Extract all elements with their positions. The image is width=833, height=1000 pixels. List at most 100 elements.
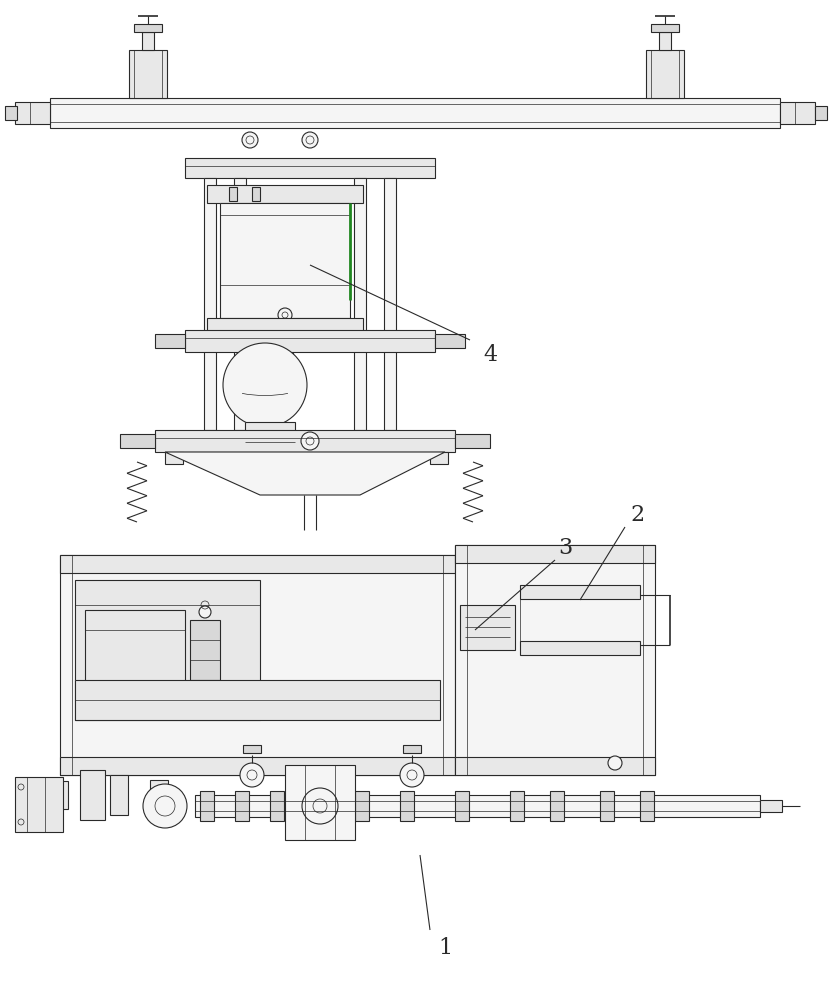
Bar: [355, 791, 369, 821]
Bar: [455, 434, 490, 448]
Text: 2: 2: [631, 504, 645, 526]
Bar: [155, 430, 455, 452]
Bar: [165, 452, 183, 464]
Bar: [252, 187, 260, 201]
Bar: [155, 430, 455, 452]
Bar: [600, 791, 614, 821]
Bar: [403, 745, 421, 753]
Bar: [60, 757, 455, 775]
Bar: [277, 336, 293, 356]
Bar: [207, 185, 363, 203]
Bar: [75, 680, 440, 720]
Bar: [142, 32, 154, 50]
Bar: [195, 795, 760, 817]
Bar: [550, 791, 564, 821]
Bar: [50, 781, 68, 809]
Bar: [243, 745, 261, 753]
Bar: [245, 422, 295, 457]
Bar: [455, 791, 469, 821]
Bar: [50, 98, 780, 128]
Bar: [134, 24, 162, 32]
Circle shape: [608, 756, 622, 770]
Bar: [315, 791, 329, 821]
Bar: [235, 791, 249, 821]
Bar: [207, 318, 363, 336]
Bar: [110, 775, 128, 815]
Bar: [640, 791, 654, 821]
Bar: [60, 757, 455, 775]
Bar: [435, 334, 465, 348]
Circle shape: [302, 788, 338, 824]
Bar: [285, 765, 355, 840]
Bar: [355, 791, 369, 821]
Bar: [460, 605, 515, 650]
Bar: [220, 203, 350, 318]
Bar: [15, 102, 50, 124]
Bar: [354, 178, 366, 430]
Text: 3: 3: [558, 537, 572, 559]
Bar: [243, 745, 261, 753]
Bar: [85, 610, 185, 690]
Circle shape: [278, 308, 292, 322]
Bar: [646, 50, 684, 98]
Circle shape: [240, 763, 264, 787]
Bar: [60, 555, 455, 573]
Bar: [646, 50, 684, 98]
Bar: [510, 791, 524, 821]
Bar: [80, 770, 105, 820]
Bar: [455, 757, 655, 775]
Bar: [520, 585, 640, 599]
Bar: [190, 620, 220, 680]
Bar: [659, 32, 671, 50]
Bar: [110, 775, 128, 815]
Bar: [129, 50, 167, 98]
Bar: [120, 434, 155, 448]
Bar: [235, 791, 249, 821]
Bar: [5, 106, 17, 120]
Bar: [204, 178, 216, 430]
Bar: [354, 178, 366, 430]
Bar: [520, 641, 640, 655]
Bar: [150, 780, 168, 810]
Bar: [142, 32, 154, 50]
Circle shape: [143, 784, 187, 828]
Bar: [252, 187, 260, 201]
Bar: [651, 24, 679, 32]
Bar: [155, 334, 185, 348]
Bar: [384, 178, 396, 430]
Bar: [262, 457, 278, 475]
Bar: [780, 102, 815, 124]
Bar: [520, 641, 640, 655]
Bar: [75, 680, 440, 720]
Bar: [85, 610, 185, 690]
Bar: [245, 422, 295, 457]
Circle shape: [223, 343, 307, 427]
Bar: [651, 24, 679, 32]
Bar: [234, 178, 246, 430]
Bar: [75, 580, 260, 720]
Bar: [460, 605, 515, 650]
Bar: [400, 791, 414, 821]
Bar: [229, 187, 237, 201]
Bar: [510, 791, 524, 821]
Bar: [659, 32, 671, 50]
Bar: [200, 791, 214, 821]
Bar: [50, 781, 68, 809]
Bar: [185, 330, 435, 352]
Bar: [455, 434, 490, 448]
Bar: [285, 765, 355, 840]
Bar: [60, 555, 455, 573]
Bar: [455, 545, 655, 563]
Bar: [315, 791, 329, 821]
Bar: [5, 106, 17, 120]
Bar: [270, 791, 284, 821]
Bar: [760, 800, 782, 812]
Bar: [455, 545, 655, 563]
Bar: [640, 791, 654, 821]
Circle shape: [242, 132, 258, 148]
Bar: [134, 24, 162, 32]
Bar: [80, 770, 105, 820]
Bar: [384, 178, 396, 430]
Bar: [780, 102, 815, 124]
Bar: [270, 791, 284, 821]
